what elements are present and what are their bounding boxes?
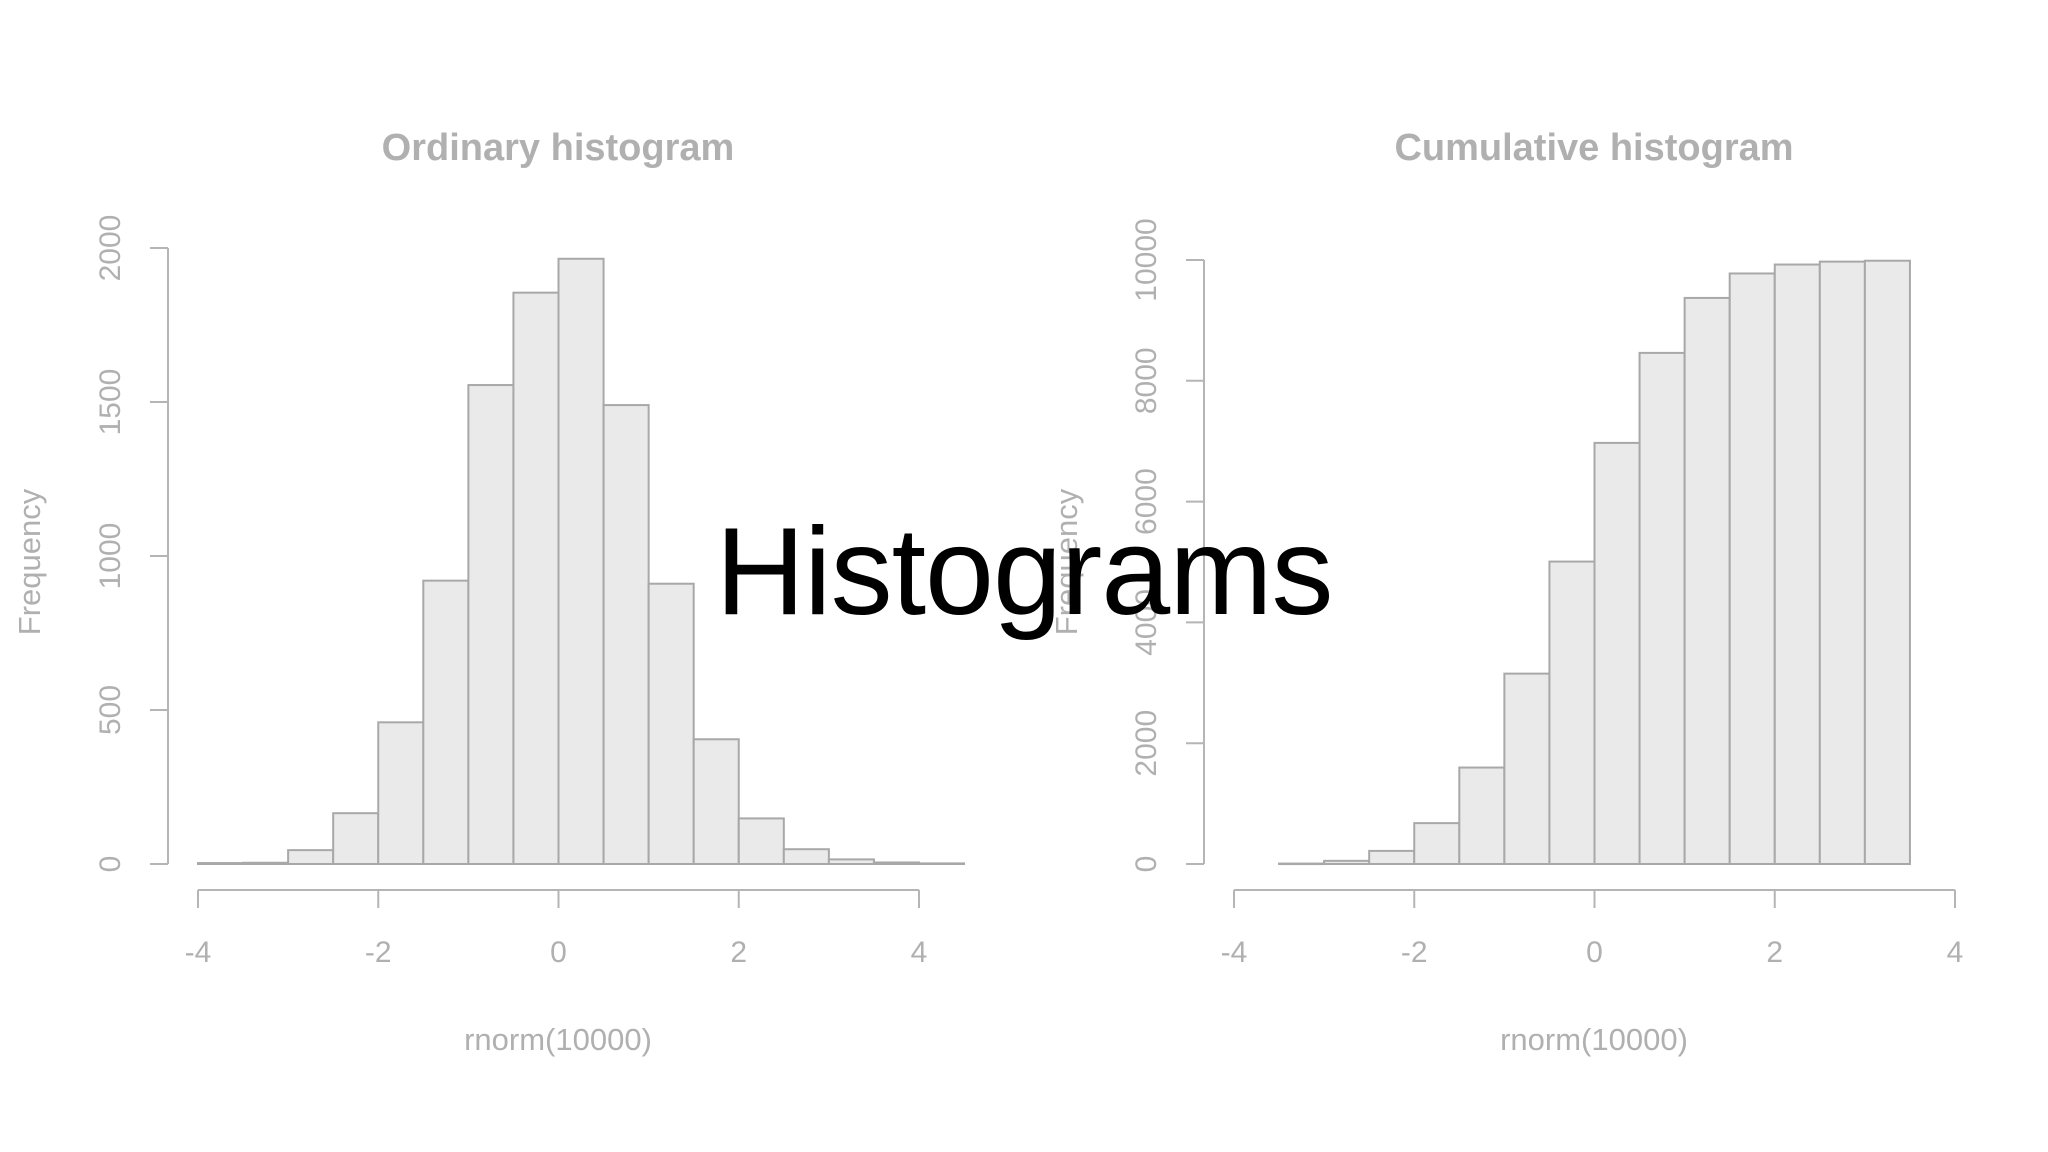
- ordinary-histogram-bar: [377, 721, 425, 865]
- ordinary-histogram-bar: [512, 291, 560, 866]
- ordinary-histogram-bar: [918, 862, 966, 865]
- ordinary-chart-title: Ordinary histogram: [382, 127, 735, 169]
- cumulative-y-tick-label: 2000: [1130, 710, 1163, 777]
- cumulative-chart-title: Cumulative histogram: [1394, 127, 1793, 169]
- cumulative-histogram-bar: [1683, 296, 1731, 865]
- ordinary-y-tick-label: 1500: [94, 369, 127, 436]
- ordinary-histogram-bar: [422, 579, 470, 865]
- ordinary-histogram-bar: [242, 861, 290, 866]
- cumulative-histogram-bar: [1638, 351, 1686, 865]
- ordinary-y-tick-label: 0: [94, 856, 127, 873]
- cumulative-histogram-bar: [1278, 862, 1326, 866]
- cumulative-x-tick-label: 4: [1947, 936, 1964, 969]
- ordinary-histogram-bar: [647, 582, 695, 865]
- cumulative-y-tick-label: 8000: [1130, 347, 1163, 414]
- ordinary-y-tick-label: 500: [94, 685, 127, 735]
- cumulative-x-tick-label: 0: [1586, 936, 1603, 969]
- cumulative-y-tick-label: 6000: [1130, 468, 1163, 535]
- cumulative-histogram-bar: [1413, 822, 1461, 865]
- ordinary-histogram-bar: [737, 817, 785, 866]
- cumulative-histogram-bar: [1818, 260, 1866, 865]
- cumulative-y-tick-label: 10000: [1130, 218, 1163, 301]
- cumulative-histogram-bar: [1593, 441, 1641, 865]
- ordinary-x-tick-label: -2: [365, 936, 392, 969]
- ordinary-x-tick-label: 2: [730, 936, 747, 969]
- ordinary-x-tick-label: 4: [911, 936, 928, 969]
- ordinary-histogram-bar: [782, 848, 830, 866]
- ordinary-x-axis-label: rnorm(10000): [464, 1022, 652, 1057]
- cumulative-histogram-bar: [1368, 849, 1416, 865]
- cumulative-histogram-bar: [1548, 560, 1596, 865]
- slide-title: Histograms: [715, 503, 1333, 641]
- cumulative-histogram-bar: [1323, 859, 1371, 865]
- ordinary-histogram-bar: [827, 858, 875, 866]
- cumulative-y-tick-label: 4000: [1130, 589, 1163, 656]
- cumulative-y-axis-label: Frequency: [1049, 488, 1084, 635]
- cumulative-x-axis-label: rnorm(10000): [1500, 1022, 1688, 1057]
- cumulative-x-tick-label: -4: [1221, 936, 1248, 969]
- ordinary-histogram-bar: [332, 812, 380, 865]
- ordinary-x-tick-label: -4: [185, 936, 212, 969]
- ordinary-histogram-bar: [287, 849, 335, 866]
- ordinary-histogram-bar: [602, 404, 650, 865]
- cumulative-histogram-bar: [1458, 766, 1506, 865]
- cumulative-y-tick-label: 0: [1130, 856, 1163, 873]
- cumulative-x-tick-label: -2: [1401, 936, 1428, 969]
- ordinary-x-tick-label: 0: [550, 936, 567, 969]
- ordinary-histogram-bar: [557, 257, 605, 865]
- ordinary-histogram-bar: [872, 861, 920, 866]
- cumulative-histogram-bar: [1503, 672, 1551, 865]
- cumulative-x-tick-label: 2: [1766, 936, 1783, 969]
- ordinary-histogram-bar: [197, 862, 245, 865]
- ordinary-histogram-bar: [692, 738, 740, 866]
- ordinary-y-axis-label: Frequency: [12, 488, 47, 635]
- ordinary-y-tick-label: 1000: [94, 523, 127, 590]
- cumulative-histogram-bar: [1863, 259, 1911, 865]
- ordinary-y-tick-label: 2000: [94, 215, 127, 282]
